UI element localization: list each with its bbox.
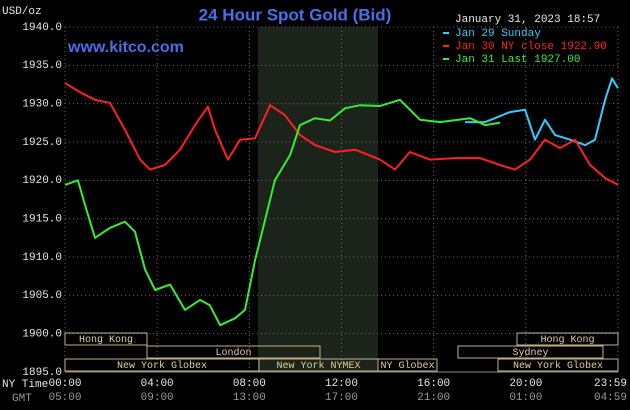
y-tick-label: 1915.0 (22, 214, 62, 226)
x-tick-label: 20:00 (509, 378, 542, 390)
x-tick-label: 16:00 (417, 378, 450, 390)
session-label: Sydney (512, 347, 548, 359)
x-axis-label: NY Time (2, 379, 48, 391)
x-tick-label: 23:59 (594, 378, 627, 390)
x2-tick-label: 13:00 (233, 392, 266, 404)
session-shade (258, 27, 378, 372)
legend-label: Jan 29 Sunday (455, 28, 541, 40)
y-tick-label: 1935.0 (22, 60, 62, 72)
session-label: Hong Kong (540, 335, 594, 346)
legend-label: Jan 30 NY close 1922.90 (455, 41, 607, 53)
price-line (64, 98, 501, 327)
session-box (377, 358, 438, 372)
watermark: www.kitco.com (67, 39, 184, 56)
y-tick-label: 1900.0 (22, 329, 62, 341)
x2-tick-label: 01:00 (509, 392, 542, 404)
price-line (465, 77, 619, 147)
price-line (64, 82, 619, 186)
timestamp: January 31, 2023 18:57 (455, 14, 600, 26)
x2-tick-label: 17:00 (325, 392, 358, 404)
session-label: New York Globex (513, 360, 603, 372)
y-unit: USD/oz (2, 6, 42, 18)
y-tick-label: 1940.0 (22, 22, 62, 34)
y-tick-label: 1920.0 (22, 175, 62, 187)
y-tick-label: 1925.0 (22, 137, 62, 149)
x-tick-label: 12:00 (325, 378, 358, 390)
session-label: London (215, 347, 251, 359)
session-label: New York Globex (117, 360, 207, 372)
x-tick-label: 08:00 (233, 378, 266, 390)
session-label: New York NYMEX (276, 360, 360, 372)
session-label: NY Globex (380, 360, 434, 372)
chart-title: 24 Hour Spot Gold (Bid) (199, 5, 392, 24)
session-box (497, 358, 619, 372)
x-tick-label: 04:00 (141, 378, 174, 390)
x2-tick-label: 05:00 (48, 392, 81, 404)
session-label: Hong Kong (79, 335, 133, 346)
y-tick-label: 1910.0 (22, 252, 62, 264)
x2-tick-label: 04:59 (594, 392, 627, 404)
session-box (64, 332, 148, 346)
x2-tick-label: 09:00 (141, 392, 174, 404)
session-box (516, 332, 619, 346)
y-tick-label: 1930.0 (22, 99, 62, 111)
x2-tick-label: 21:00 (417, 392, 450, 404)
session-box (457, 345, 604, 359)
x-tick-label: 00:00 (48, 378, 81, 390)
x2-axis-label: GMT (12, 393, 32, 405)
y-tick-label: 1895.0 (22, 367, 62, 379)
legend-label: Jan 31 Last 1927.00 (455, 54, 580, 66)
session-box (146, 345, 321, 359)
y-tick-label: 1905.0 (22, 290, 62, 302)
